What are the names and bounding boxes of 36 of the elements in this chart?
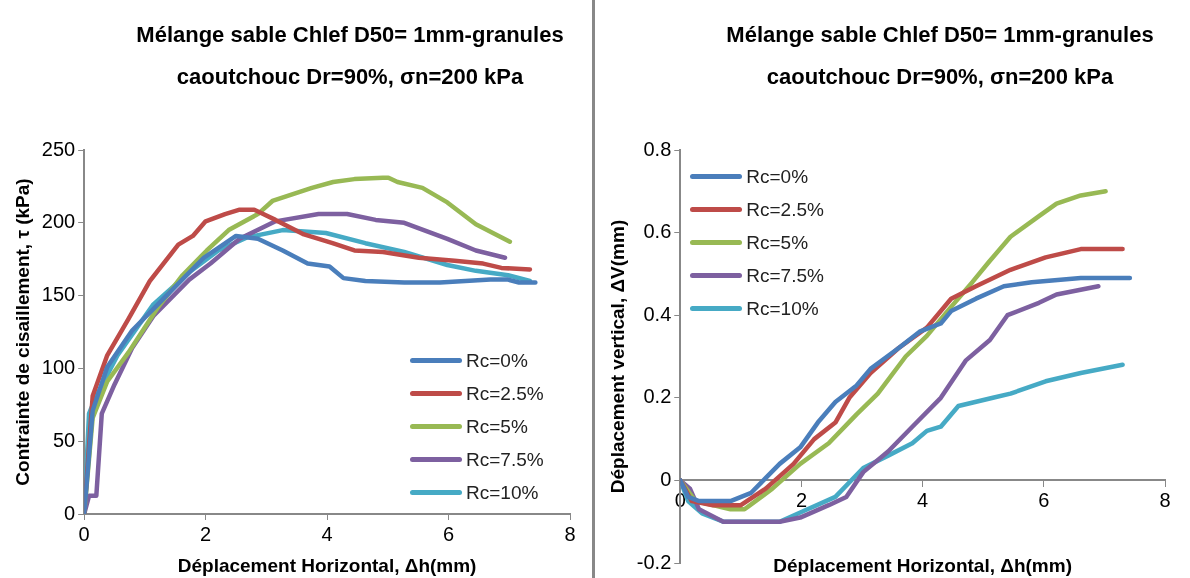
y-tick-label: -0.2 (636, 550, 672, 573)
x-tick-label: 8 (1159, 488, 1171, 511)
y-tick-label: 0.8 (643, 137, 672, 160)
y-tick-label: 0.6 (643, 220, 672, 243)
legend-label: Rc=5% (466, 415, 528, 438)
legend-label: Rc=2.5% (746, 198, 824, 221)
y-tick-label: 200 (41, 210, 76, 233)
legend-label: Rc=7.5% (466, 448, 544, 471)
y-tick-label: 0.4 (643, 302, 672, 325)
legend-label: Rc=7.5% (746, 264, 824, 287)
legend-label: Rc=2.5% (466, 382, 544, 405)
x-tick-label: 2 (795, 488, 808, 511)
x-tick-label: 2 (200, 522, 212, 545)
x-axis-title: Déplacement Horizontal, Δh(mm) (177, 554, 477, 576)
x-tick-label: 8 (564, 522, 576, 545)
y-tick-label: 0.2 (643, 385, 672, 408)
x-tick-label: 0 (78, 522, 90, 545)
x-tick-label: 4 (917, 488, 929, 511)
y-tick-label: 250 (41, 137, 76, 160)
legend-label: Rc=10% (746, 297, 819, 320)
chart-title: Mélange sable Chlef D50= 1mm-granules caoutchouc Dr=90%, σn=200 kPa (135, 21, 565, 91)
chart-title: Mélange sable Chlef D50= 1mm-granules caoutchouc Dr=90%, σn=200 kPa (725, 21, 1155, 91)
legend-label: Rc=5% (746, 231, 809, 254)
y-axis-title: Déplacement vertical, ΔV(mm) (606, 219, 628, 494)
x-axis-title: Déplacement Horizontal, Δh(mm) (773, 554, 1072, 576)
y-tick-label: 150 (41, 283, 76, 306)
y-tick-label: 50 (52, 428, 76, 451)
x-tick-label: 6 (1038, 488, 1050, 511)
x-tick-label: 6 (442, 522, 455, 545)
y-tick-label: 0 (660, 467, 672, 490)
legend-label: Rc=0% (746, 165, 809, 188)
y-tick-label: 100 (41, 355, 76, 378)
legend-label: Rc=0% (466, 349, 528, 372)
x-tick-label: 4 (321, 522, 333, 545)
legend-label: Rc=10% (466, 481, 539, 504)
y-axis-title: Contrainte de cisaillement, τ (kPa) (11, 178, 33, 486)
